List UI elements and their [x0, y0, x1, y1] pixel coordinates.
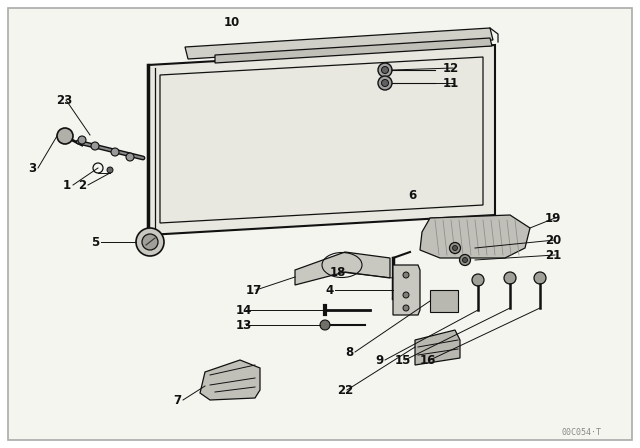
- Text: 20: 20: [545, 233, 561, 246]
- Text: 1: 1: [63, 178, 71, 191]
- Text: 00C054·T: 00C054·T: [562, 427, 602, 436]
- Text: 14: 14: [236, 303, 252, 316]
- Circle shape: [460, 254, 470, 266]
- Circle shape: [126, 153, 134, 161]
- Circle shape: [57, 128, 73, 144]
- Polygon shape: [200, 360, 260, 400]
- Circle shape: [320, 320, 330, 330]
- Circle shape: [142, 234, 158, 250]
- Polygon shape: [148, 45, 495, 235]
- Circle shape: [403, 272, 409, 278]
- Text: 18: 18: [330, 266, 346, 279]
- Text: 2: 2: [78, 178, 86, 191]
- Text: 16: 16: [420, 353, 436, 366]
- Circle shape: [463, 258, 467, 263]
- Text: 6: 6: [408, 189, 416, 202]
- Circle shape: [78, 136, 86, 144]
- Text: 15: 15: [395, 353, 412, 366]
- Circle shape: [534, 272, 546, 284]
- Polygon shape: [420, 215, 530, 258]
- Circle shape: [381, 79, 388, 86]
- Text: 10: 10: [224, 16, 240, 29]
- Polygon shape: [215, 38, 492, 63]
- Text: 21: 21: [545, 249, 561, 262]
- Circle shape: [378, 63, 392, 77]
- Circle shape: [452, 246, 458, 250]
- Text: 5: 5: [91, 236, 99, 249]
- Circle shape: [472, 274, 484, 286]
- Circle shape: [378, 76, 392, 90]
- Circle shape: [136, 228, 164, 256]
- Polygon shape: [185, 28, 493, 59]
- Circle shape: [111, 148, 119, 156]
- Circle shape: [504, 272, 516, 284]
- Circle shape: [107, 167, 113, 173]
- Text: 3: 3: [28, 161, 36, 175]
- Text: 9: 9: [375, 353, 383, 366]
- Text: 17: 17: [246, 284, 262, 297]
- Circle shape: [403, 292, 409, 298]
- Text: 19: 19: [545, 211, 561, 224]
- Bar: [430, 290, 458, 312]
- Text: 23: 23: [56, 94, 72, 107]
- Text: 11: 11: [443, 77, 460, 90]
- Text: 22: 22: [337, 383, 353, 396]
- Text: 4: 4: [325, 284, 333, 297]
- Circle shape: [403, 305, 409, 311]
- Text: 8: 8: [345, 345, 353, 358]
- Text: 7: 7: [173, 393, 181, 406]
- Circle shape: [91, 142, 99, 150]
- Polygon shape: [393, 265, 420, 315]
- Polygon shape: [415, 330, 460, 365]
- Circle shape: [449, 242, 461, 254]
- Polygon shape: [295, 252, 390, 285]
- Text: 13: 13: [236, 319, 252, 332]
- Circle shape: [381, 66, 388, 73]
- Text: 12: 12: [443, 61, 460, 74]
